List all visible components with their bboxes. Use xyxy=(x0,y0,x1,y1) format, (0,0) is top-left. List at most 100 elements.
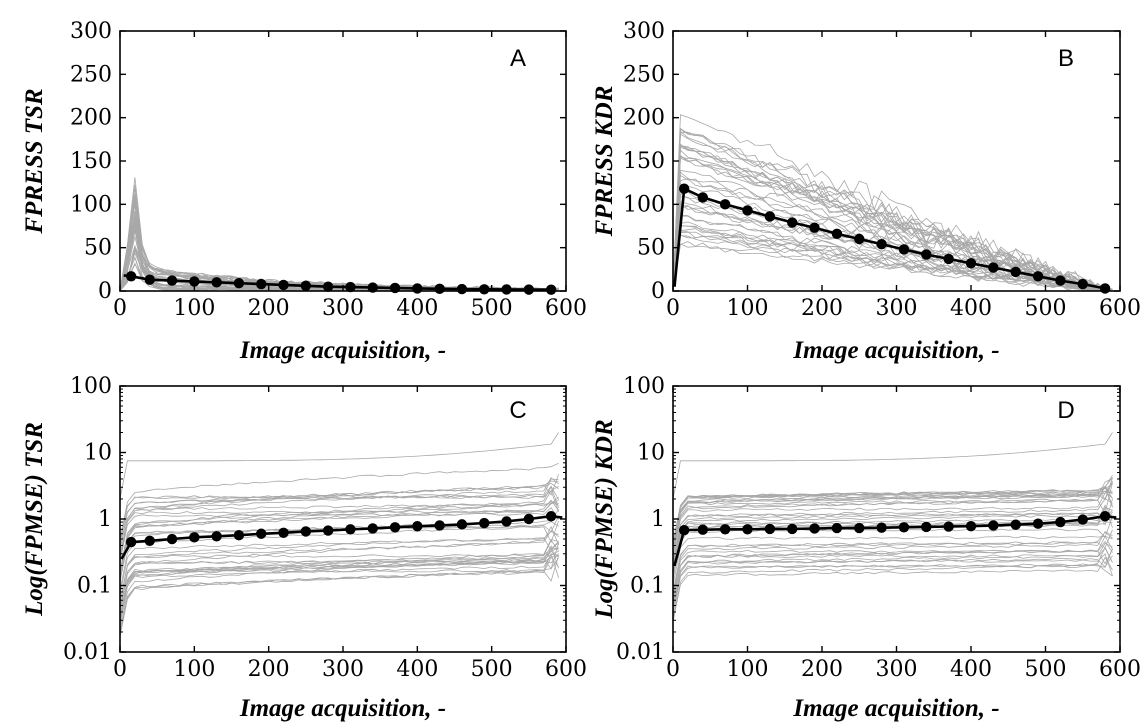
mean-point xyxy=(367,523,378,534)
mean-point xyxy=(545,284,557,295)
mean-point xyxy=(764,523,776,535)
mean-series-line xyxy=(673,514,1117,566)
trace-line xyxy=(119,462,559,540)
mean-point xyxy=(256,278,267,290)
mean-point xyxy=(189,532,200,543)
x-axis-title: Image acquisition, - xyxy=(792,695,999,722)
trace-line xyxy=(672,549,1113,598)
x-tick-label: 300 xyxy=(876,296,918,321)
x-tick-label: 200 xyxy=(248,296,290,321)
trace-line-outlier xyxy=(672,432,1113,500)
mean-point xyxy=(898,244,910,255)
trace-line xyxy=(119,545,559,620)
mean-point xyxy=(678,183,690,194)
mean-series-line xyxy=(120,514,563,560)
plot-frame xyxy=(119,30,567,292)
mean-point xyxy=(831,522,843,534)
mean-point xyxy=(278,527,289,539)
mean-point xyxy=(1077,278,1088,290)
trace-line xyxy=(119,506,559,563)
mean-point xyxy=(545,511,557,522)
trace-line xyxy=(119,477,559,559)
panel-letter: C xyxy=(509,397,526,424)
trace-line xyxy=(119,556,559,634)
panel-d: 0 100 200 300 400 500 600 0.01 0.1 1 10 100 D Image a… xyxy=(591,374,1141,722)
mean-point xyxy=(345,281,356,293)
y-tick-label: 0.01 xyxy=(63,640,112,665)
x-tick-label: 400 xyxy=(396,657,438,682)
y-axis-title: FPRESS KDR xyxy=(591,86,618,238)
x-tick-label: 600 xyxy=(1099,296,1141,321)
trace-line xyxy=(119,478,559,550)
mean-point xyxy=(742,524,753,535)
panel-letter: B xyxy=(1058,45,1074,72)
y-tick-label: 10 xyxy=(84,441,112,466)
y-tick-label: 1 xyxy=(98,507,112,532)
trace-line xyxy=(119,499,559,574)
mean-point xyxy=(1055,275,1066,286)
trace-line xyxy=(672,564,1113,620)
mean-point xyxy=(787,523,798,535)
y-tick-label: 100 xyxy=(623,374,665,399)
trace-line xyxy=(119,501,559,576)
mean-point xyxy=(988,262,999,273)
y-tick-label: 100 xyxy=(70,192,112,217)
trace-line xyxy=(672,482,1113,549)
mean-point xyxy=(965,258,977,269)
trace-line xyxy=(672,556,1113,623)
mean-point xyxy=(921,521,932,533)
mean-point xyxy=(831,228,843,239)
trace-line xyxy=(672,485,1113,554)
mean-point xyxy=(345,524,356,535)
individual-traces xyxy=(119,432,559,637)
trace-line xyxy=(672,145,1113,292)
mean-point xyxy=(876,522,887,533)
mean-point xyxy=(501,516,512,527)
y-tick-label: 150 xyxy=(623,149,665,174)
trace-line xyxy=(672,531,1113,592)
trace-line xyxy=(672,490,1113,545)
x-tick-label: 0 xyxy=(666,657,680,682)
mean-point xyxy=(233,530,245,541)
y-tick-label: 250 xyxy=(70,62,112,87)
mean-point xyxy=(144,535,155,547)
mean-point xyxy=(876,239,887,250)
mean-point xyxy=(988,520,999,531)
mean-point xyxy=(1077,514,1088,525)
mean-point xyxy=(256,528,267,539)
y-axis-title: FPRESS TSR xyxy=(21,88,48,234)
trace-line xyxy=(119,496,559,575)
trace-line xyxy=(672,484,1113,544)
mean-point xyxy=(742,205,753,216)
x-tick-label: 0 xyxy=(113,657,127,682)
trace-line xyxy=(672,477,1113,547)
mean-point xyxy=(921,249,932,260)
y-tick-label: 100 xyxy=(623,192,665,217)
mean-point xyxy=(697,524,708,535)
panel-letter: D xyxy=(1057,397,1074,424)
mean-point xyxy=(412,520,423,532)
x-tick-label: 300 xyxy=(322,296,364,321)
mean-point xyxy=(189,276,200,287)
x-tick-label: 300 xyxy=(322,657,364,682)
mean-point xyxy=(719,524,731,535)
y-tick-label: 1 xyxy=(651,507,665,532)
trace-line xyxy=(119,485,559,571)
plot-frame xyxy=(119,385,567,653)
mean-point xyxy=(125,536,137,548)
x-tick-label: 500 xyxy=(471,657,513,682)
x-tick-label: 500 xyxy=(1025,657,1067,682)
trace-line xyxy=(672,530,1113,596)
trace-line xyxy=(672,548,1113,614)
mean-point xyxy=(898,522,910,533)
mean-point xyxy=(211,531,222,542)
y-tick-label: 150 xyxy=(70,149,112,174)
x-tick-label: 600 xyxy=(1099,657,1141,682)
panel-a: 0 100 200 300 400 500 600 0 50 100 150 200 250 300 A Im… xyxy=(21,19,587,364)
mean-point xyxy=(1055,516,1066,528)
mean-point xyxy=(719,199,731,210)
mean-point xyxy=(166,275,178,286)
mean-point xyxy=(854,522,865,534)
mean-point xyxy=(144,274,155,285)
